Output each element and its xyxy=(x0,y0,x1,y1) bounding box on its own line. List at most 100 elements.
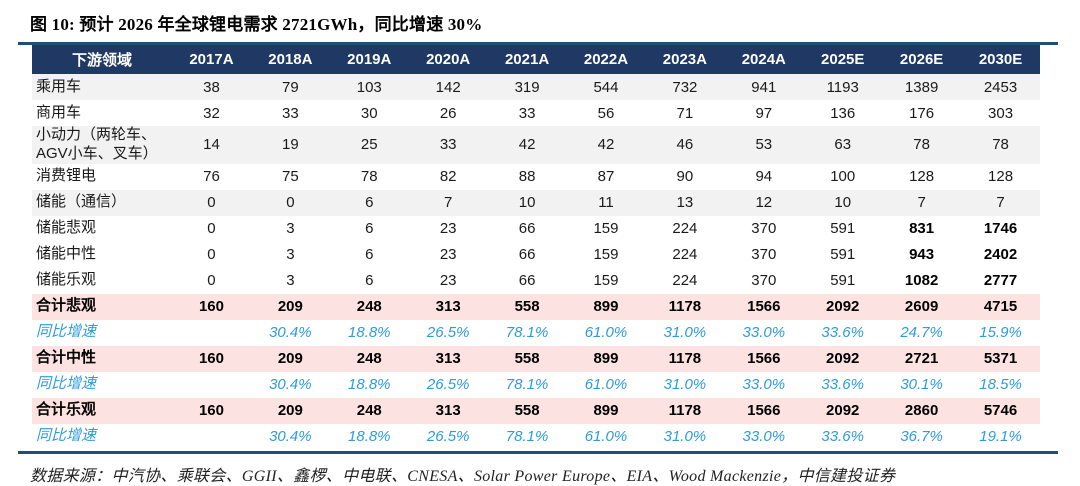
value-cell: 5371 xyxy=(961,345,1040,372)
value-cell: 14 xyxy=(172,126,251,164)
value-cell: 61.0% xyxy=(566,371,646,398)
value-cell: 558 xyxy=(487,345,567,372)
table-row: 合计中性 160 209 248 313 558 899 1178 1566 2092 2721 53… xyxy=(32,345,1040,372)
value-cell: 1566 xyxy=(724,345,804,372)
value-cell: 32 xyxy=(172,100,251,126)
value-cell: 136 xyxy=(803,100,883,126)
value-cell: 5746 xyxy=(961,397,1040,424)
category-column-header: 下游领域 xyxy=(32,45,172,74)
value-cell: 209 xyxy=(250,397,330,424)
value-cell: 1566 xyxy=(724,293,804,320)
value-cell: 33 xyxy=(250,100,330,126)
value-cell: 128 xyxy=(882,163,962,190)
value-cell: 248 xyxy=(329,293,409,320)
value-cell: 82 xyxy=(408,163,488,190)
value-cell: 26.5% xyxy=(408,371,488,398)
value-cell: 33.0% xyxy=(724,371,804,398)
table-header-row: 下游领域 2017A 2018A 2019A 2020A 2021A 2022A 2023A 2… xyxy=(32,45,1040,74)
value-cell: 2092 xyxy=(803,345,883,372)
value-cell: 31.0% xyxy=(645,371,725,398)
value-cell: 97 xyxy=(724,100,804,126)
value-cell: 24.7% xyxy=(882,319,962,346)
table-row: 消费锂电 76 75 78 82 88 87 90 94 100 128 128 xyxy=(32,163,1040,190)
year-column-header: 2021A xyxy=(487,45,567,74)
value-cell: 33.6% xyxy=(803,371,883,398)
value-cell: 558 xyxy=(487,293,567,320)
value-cell: 6 xyxy=(329,267,409,294)
value-cell: 61.0% xyxy=(566,423,646,450)
value-cell: 128 xyxy=(961,163,1040,190)
year-column-header: 2025E xyxy=(803,45,883,74)
value-cell: 732 xyxy=(645,74,725,100)
year-column-header: 2019A xyxy=(329,45,409,74)
value-cell: 53 xyxy=(724,126,804,164)
value-cell: 0 xyxy=(172,215,251,242)
value-cell: 2092 xyxy=(803,397,883,424)
table-row: 小动力（两轮车、AGV小车、叉车） 14 19 25 33 42 42 46 53 63 78 78 xyxy=(32,126,1040,164)
value-cell: 176 xyxy=(882,100,962,126)
value-cell: 7 xyxy=(882,189,962,216)
table-head: 下游领域 2017A 2018A 2019A 2020A 2021A 2022A 2023A 2… xyxy=(32,45,1040,74)
year-column-header: 2022A xyxy=(566,45,646,74)
row-label: 小动力（两轮车、AGV小车、叉车） xyxy=(32,126,172,164)
year-column-header: 2023A xyxy=(645,45,725,74)
row-label: 同比增速 xyxy=(32,371,172,398)
value-cell: 0 xyxy=(172,241,251,268)
year-column-header: 2018A xyxy=(250,45,330,74)
value-cell: 591 xyxy=(803,241,883,268)
value-cell: 6 xyxy=(329,241,409,268)
value-cell: 313 xyxy=(408,293,488,320)
value-cell: 78.1% xyxy=(487,319,567,346)
value-cell: 18.8% xyxy=(329,319,409,346)
value-cell: 3 xyxy=(250,267,330,294)
value-cell: 79 xyxy=(250,74,330,100)
value-cell: 1746 xyxy=(961,215,1040,242)
value-cell: 88 xyxy=(487,163,567,190)
value-cell: 2609 xyxy=(882,293,962,320)
value-cell: 13 xyxy=(645,189,725,216)
row-label: 合计乐观 xyxy=(32,397,172,424)
value-cell: 63 xyxy=(803,126,883,164)
row-label: 同比增速 xyxy=(32,319,172,346)
value-cell: 209 xyxy=(250,345,330,372)
value-cell: 899 xyxy=(566,397,646,424)
value-cell: 160 xyxy=(172,293,251,320)
value-cell: 78.1% xyxy=(487,371,567,398)
value-cell: 1193 xyxy=(803,74,883,100)
value-cell: 56 xyxy=(566,100,646,126)
value-cell: 100 xyxy=(803,163,883,190)
table-body: 乘用车 38 79 103 142 319 544 732 941 1193 1389 2453 商用车… xyxy=(32,74,1040,450)
value-cell: 30.4% xyxy=(250,423,330,450)
table-row: 合计乐观 160 209 248 313 558 899 1178 1566 2092 2860 57… xyxy=(32,397,1040,424)
value-cell: 0 xyxy=(172,267,251,294)
value-cell: 159 xyxy=(566,267,646,294)
value-cell: 103 xyxy=(329,74,409,100)
value-cell xyxy=(172,319,251,346)
value-cell: 591 xyxy=(803,215,883,242)
table-row: 储能中性 0 3 6 23 66 159 224 370 591 943 2402 xyxy=(32,241,1040,268)
value-cell: 33 xyxy=(408,126,488,164)
table-row: 同比增速 30.4% 18.8% 26.5% 78.1% 61.0% 31.0% 33.0% 3… xyxy=(32,423,1040,450)
value-cell: 78 xyxy=(882,126,962,164)
top-rule xyxy=(18,42,1058,45)
value-cell: 224 xyxy=(645,241,725,268)
value-cell: 26.5% xyxy=(408,423,488,450)
value-cell: 75 xyxy=(250,163,330,190)
value-cell: 248 xyxy=(329,397,409,424)
value-cell: 42 xyxy=(487,126,567,164)
value-cell: 33 xyxy=(487,100,567,126)
value-cell: 591 xyxy=(803,267,883,294)
value-cell: 209 xyxy=(250,293,330,320)
row-label: 储能乐观 xyxy=(32,267,172,294)
table-row: 合计悲观 160 209 248 313 558 899 1178 1566 2092 2609 47… xyxy=(32,293,1040,320)
value-cell: 313 xyxy=(408,345,488,372)
value-cell: 31.0% xyxy=(645,319,725,346)
value-cell: 1082 xyxy=(882,267,962,294)
value-cell: 18.8% xyxy=(329,371,409,398)
value-cell: 4715 xyxy=(961,293,1040,320)
table-row: 同比增速 30.4% 18.8% 26.5% 78.1% 61.0% 31.0% 33.0% 3… xyxy=(32,371,1040,398)
value-cell: 2402 xyxy=(961,241,1040,268)
table-row: 储能（通信） 0 0 6 7 10 11 13 12 10 7 7 xyxy=(32,189,1040,216)
value-cell: 0 xyxy=(250,189,330,216)
bottom-rule xyxy=(18,450,1058,454)
